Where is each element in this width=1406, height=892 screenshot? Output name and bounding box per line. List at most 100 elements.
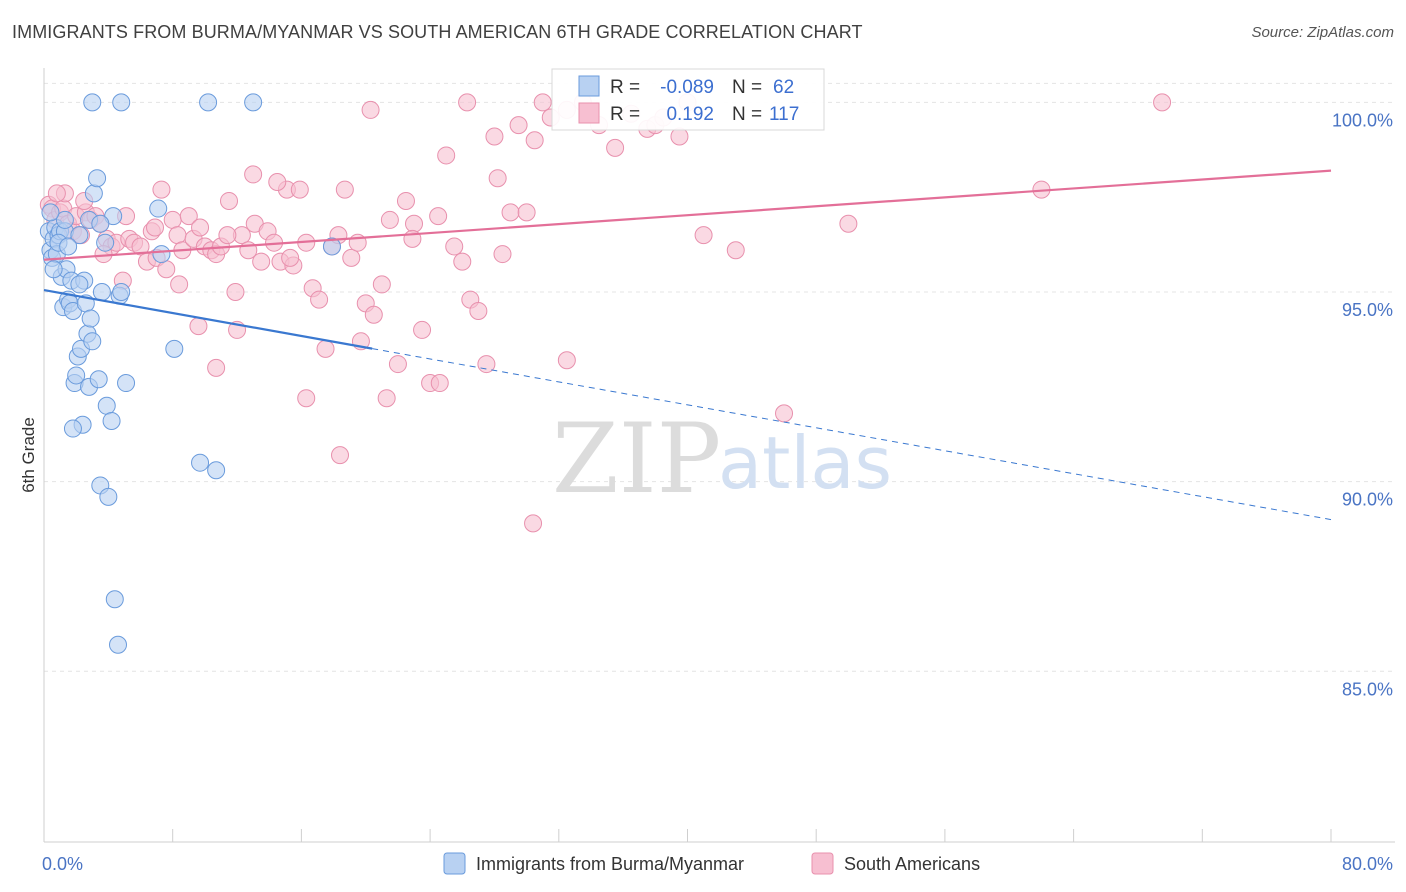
bottom-legend: Immigrants from Burma/Myanmar South Amer… — [443, 852, 980, 875]
south-americans-point-99 — [297, 389, 316, 408]
burma-point-39 — [109, 635, 128, 654]
y-tick-label-0: 100.0% — [1332, 110, 1393, 130]
south-americans-point-54 — [342, 248, 361, 267]
south-americans-point-26 — [168, 226, 187, 245]
south-americans-point-76 — [517, 203, 536, 222]
burma-point-19 — [70, 226, 89, 245]
burma-point-45 — [165, 339, 184, 358]
south-americans-point-24 — [157, 260, 176, 279]
burma-trend-solid — [43, 289, 373, 350]
south-americans-point-111 — [218, 226, 237, 245]
burma-point-44 — [149, 199, 168, 218]
south-americans-point-23 — [152, 180, 171, 199]
south-americans-point-72 — [485, 127, 504, 146]
south-americans-point-65 — [429, 207, 448, 226]
stats-n-value-pink: 117 — [769, 104, 799, 125]
series-burma-points — [39, 93, 341, 654]
burma-point-35 — [99, 487, 118, 506]
burma-point-47 — [207, 461, 226, 480]
south-americans-point-102 — [430, 374, 449, 393]
stats-r-label-blue: R = — [610, 77, 640, 98]
south-americans-point-91 — [726, 241, 745, 260]
south-americans-point-68 — [453, 252, 472, 271]
y-axis-title: 6th Grade — [19, 417, 38, 493]
trend-lines — [43, 169, 1332, 521]
south-americans-point-103 — [488, 169, 507, 188]
south-americans-point-107 — [361, 100, 380, 119]
legend-swatch-south-americans — [811, 852, 834, 875]
south-americans-point-96 — [207, 358, 226, 377]
burma-point-49 — [55, 210, 74, 229]
south-americans-point-28 — [179, 207, 198, 226]
south-americans-point-114 — [146, 218, 165, 237]
south-americans-point-25 — [163, 210, 182, 229]
stats-r-value-blue: -0.089 — [660, 77, 714, 98]
stats-swatch-pink — [578, 102, 600, 124]
south-americans-point-75 — [509, 116, 528, 135]
south-americans-point-93 — [839, 214, 858, 233]
south-americans-point-57 — [364, 305, 383, 324]
south-americans-point-49 — [310, 290, 329, 309]
south-americans-point-67 — [445, 237, 464, 256]
y-tick-label-3: 85.0% — [1342, 679, 1393, 699]
burma-point-29 — [88, 169, 107, 188]
south-americans-point-35 — [220, 191, 239, 210]
burma-trend-dashed — [372, 348, 1332, 521]
x-tick-label-0: 0.0% — [42, 854, 83, 874]
south-americans-point-109 — [244, 165, 263, 184]
south-americans-point-30 — [191, 218, 210, 237]
source-credit: Source: ZipAtlas.com — [1251, 24, 1394, 41]
burma-point-43 — [63, 419, 82, 438]
stats-n-label-blue: N = — [732, 77, 762, 98]
south-americans-point-120 — [47, 184, 66, 203]
burma-point-53 — [59, 237, 78, 256]
burma-point-38 — [105, 590, 124, 609]
south-americans-point-104 — [524, 514, 543, 533]
burma-point-36 — [102, 411, 121, 430]
burma-point-30 — [89, 370, 108, 389]
burma-point-33 — [96, 233, 115, 252]
south-americans-point-115 — [281, 248, 300, 267]
stats-n-value-blue: 62 — [773, 77, 794, 98]
burma-point-59 — [199, 93, 218, 112]
south-americans-point-19 — [131, 237, 150, 256]
stats-n-label-pink: N = — [732, 104, 762, 125]
watermark-zip: ZIP — [552, 403, 721, 515]
south-americans-point-61 — [396, 191, 415, 210]
south-americans-point-50 — [316, 339, 335, 358]
south-americans-point-40 — [252, 252, 271, 271]
south-americans-point-73 — [493, 245, 512, 264]
stats-r-label-pink: R = — [610, 104, 640, 125]
legend-label-south-americans: South Americans — [844, 854, 980, 874]
x-tick-labels: 0.0% 80.0% — [42, 854, 1393, 874]
south-americans-point-62 — [405, 214, 424, 233]
burma-point-50 — [70, 275, 89, 294]
burma-point-26 — [81, 309, 100, 328]
south-americans-point-78 — [533, 93, 552, 112]
south-americans-point-95 — [1153, 93, 1172, 112]
burma-point-56 — [322, 237, 341, 256]
south-americans-point-63 — [413, 320, 432, 339]
south-americans-point-66 — [437, 146, 456, 165]
burma-point-46 — [191, 453, 210, 472]
burma-point-17 — [67, 366, 86, 385]
burma-point-32 — [92, 283, 111, 301]
burma-point-34 — [97, 396, 116, 415]
burma-point-41 — [112, 283, 131, 301]
south-americans-point-77 — [525, 131, 544, 150]
south-americans-point-108 — [170, 275, 189, 294]
y-tick-label-1: 95.0% — [1342, 300, 1393, 320]
y-tick-labels: 100.0% 95.0% 90.0% 85.0% — [1332, 110, 1393, 699]
south-americans-point-100 — [331, 446, 350, 465]
burma-point-28 — [84, 184, 103, 203]
burma-point-54 — [44, 260, 63, 279]
burma-point-55 — [152, 245, 171, 264]
axes-layer — [43, 68, 1395, 843]
south-americans-point-60 — [388, 355, 407, 374]
south-americans-point-98 — [268, 173, 287, 191]
stats-legend-box: R = -0.089 N = 62 R = 0.192 N = 117 — [551, 68, 825, 131]
south-americans-point-58 — [372, 275, 391, 294]
south-americans-point-74 — [501, 203, 520, 222]
burma-point-60 — [244, 93, 263, 112]
